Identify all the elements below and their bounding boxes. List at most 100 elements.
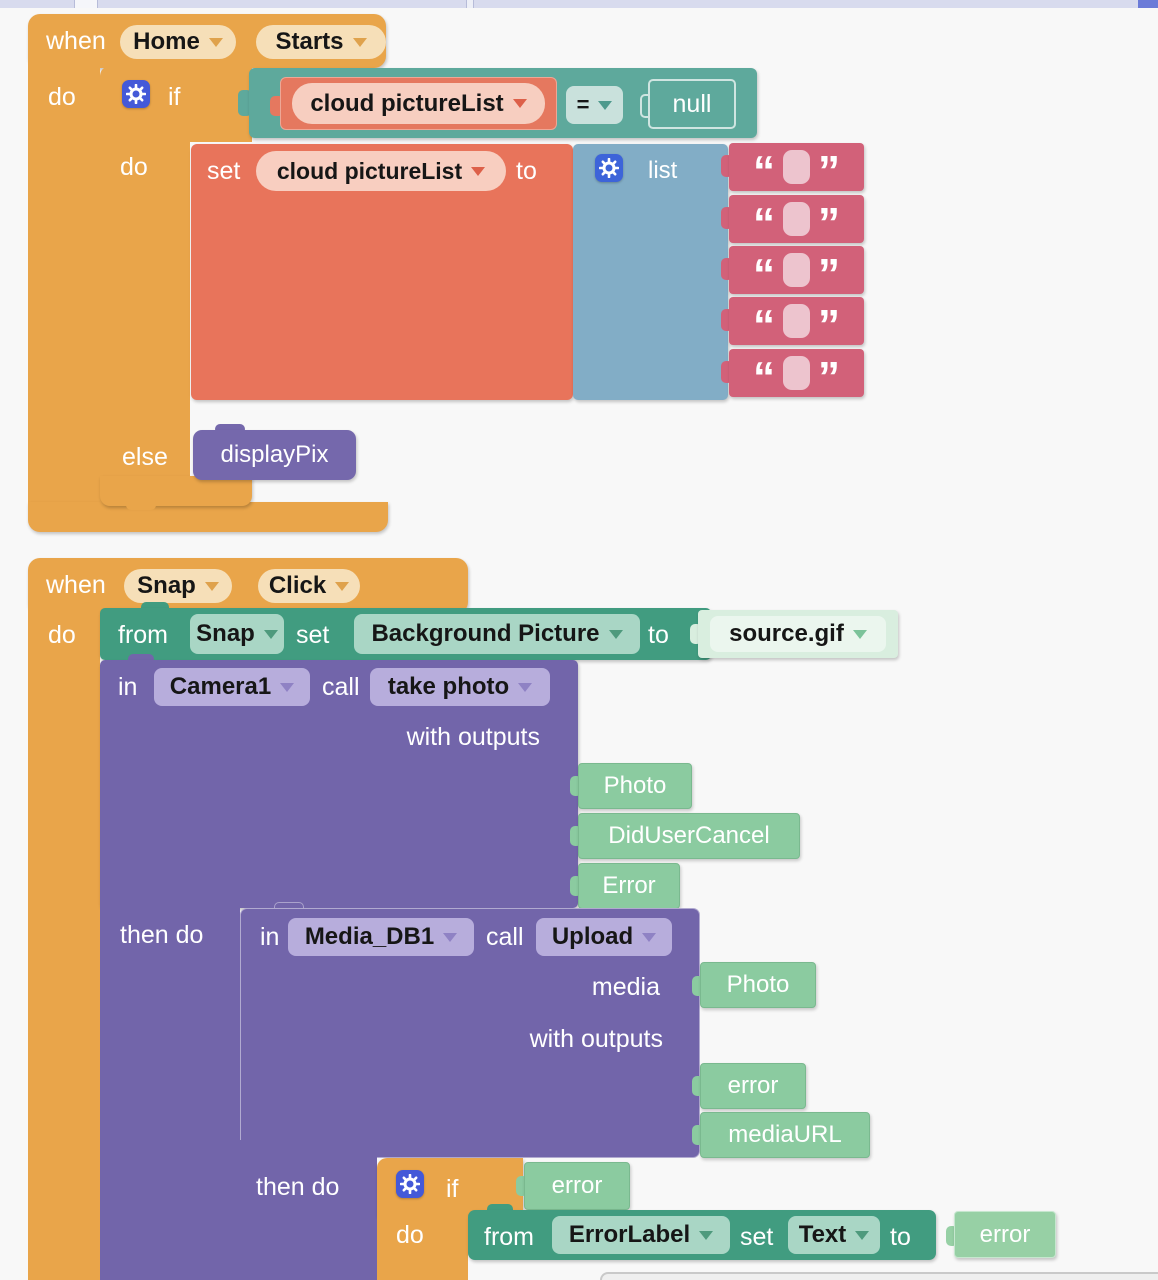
then-do-label: then do [120, 921, 204, 949]
dropdown-arrow-icon [208, 37, 223, 47]
dropdown-value: Media_DB1 [304, 923, 435, 950]
mutator-gear-icon[interactable] [595, 154, 623, 182]
when-snap-left-column[interactable] [28, 590, 100, 1280]
when-home-left-column[interactable] [28, 40, 100, 506]
displaypix-call-block[interactable]: displayPix [193, 430, 356, 480]
param-label: Photo [726, 971, 790, 998]
dropdown-value: ErrorLabel [568, 1221, 691, 1248]
to-label: to [516, 157, 537, 185]
error-value-block[interactable]: error [954, 1211, 1056, 1258]
string-input[interactable] [783, 304, 810, 338]
method-dropdown[interactable]: take photo [370, 668, 550, 706]
component-dropdown[interactable]: Snap [190, 614, 284, 654]
top-toolbar-strip [0, 0, 1158, 8]
output-param-error[interactable]: Error [578, 863, 680, 909]
condition-value-error[interactable]: error [524, 1162, 630, 1210]
statement-top-connector [215, 424, 245, 434]
in-label: in [260, 923, 280, 951]
mutator-gear-icon[interactable] [122, 80, 150, 108]
null-block[interactable]: null [648, 79, 736, 129]
when-home-bottom-bar[interactable] [28, 502, 388, 532]
dropdown-value: Snap [196, 620, 255, 647]
component-dropdown-home[interactable]: Home [120, 25, 236, 59]
if-block-next-connector [126, 498, 156, 510]
string-input[interactable] [783, 150, 810, 184]
if-block-bottom-bar[interactable] [100, 476, 252, 506]
dropdown-value: Home [133, 28, 200, 55]
component-dropdown[interactable]: ErrorLabel [552, 1216, 730, 1254]
close-quote: ” [818, 147, 840, 196]
camera-block-left-column[interactable] [100, 880, 240, 1280]
open-quote: “ [753, 147, 775, 196]
string-input[interactable] [783, 202, 810, 236]
string-block[interactable]: “ ” [729, 297, 864, 350]
gear-glyph [400, 1174, 420, 1194]
open-quote: “ [753, 301, 775, 350]
dropdown-value: Background Picture [371, 620, 600, 647]
output-param-photo[interactable]: Photo [578, 763, 692, 809]
dropdown-arrow-icon [443, 932, 458, 942]
string-input[interactable] [783, 356, 810, 390]
string-block[interactable]: “ ” [729, 195, 864, 248]
when-label: when [46, 27, 106, 55]
close-quote: ” [818, 301, 840, 350]
set-label: set [296, 621, 330, 649]
param-label: mediaURL [728, 1121, 842, 1148]
dropdown-value: Starts [275, 28, 344, 55]
dropdown-arrow-icon [852, 629, 867, 639]
do-label: do [48, 621, 76, 649]
string-block[interactable]: “ ” [729, 246, 864, 299]
if-block-left-column[interactable] [100, 100, 190, 512]
dropdown-value: = [576, 92, 590, 117]
method-dropdown[interactable]: Upload [536, 918, 672, 956]
dropdown-value: Snap [137, 572, 196, 599]
component-dropdown[interactable]: Camera1 [154, 668, 310, 706]
event-dropdown-click[interactable]: Click [258, 569, 360, 603]
dropdown-arrow-icon [280, 682, 295, 692]
set-variable-dropdown[interactable]: cloud pictureList [256, 151, 506, 191]
dropdown-value: source.gif [729, 620, 844, 647]
gear-glyph [599, 158, 619, 178]
gear-glyph [126, 84, 146, 104]
make-list-block[interactable] [573, 144, 728, 400]
top-strip-segment [74, 0, 98, 8]
variable-dropdown[interactable]: cloud pictureList [292, 83, 545, 124]
string-block[interactable]: “ ” [729, 349, 864, 402]
dropdown-arrow-icon [699, 1230, 714, 1240]
string-block[interactable]: “ ” [729, 143, 864, 196]
upload-block-left-column[interactable] [240, 1140, 377, 1280]
string-input[interactable] [783, 253, 810, 287]
operator-dropdown[interactable]: = [566, 86, 623, 124]
close-quote: ” [818, 353, 840, 402]
else-label: else [122, 443, 168, 471]
param-label: error [551, 1172, 603, 1199]
component-dropdown-snap[interactable]: Snap [124, 569, 232, 603]
inner-if-left-column[interactable] [377, 1190, 468, 1280]
from-label: from [484, 1223, 534, 1251]
dropdown-value: cloud pictureList [310, 89, 504, 117]
dropdown-arrow-icon [642, 932, 657, 942]
event-dropdown-starts[interactable]: Starts [256, 25, 386, 59]
null-label: null [672, 89, 712, 118]
open-quote: “ [753, 353, 775, 402]
asset-dropdown-source-gif[interactable]: source.gif [710, 616, 886, 652]
when-snap-click-block[interactable] [28, 558, 468, 614]
property-dropdown[interactable]: Background Picture [354, 614, 640, 654]
dropdown-arrow-icon [471, 166, 486, 176]
dropdown-arrow-icon [352, 37, 367, 47]
output-param-error[interactable]: error [700, 1063, 806, 1109]
call-label: call [486, 923, 524, 951]
if-label: if [446, 1175, 459, 1203]
open-quote: “ [753, 250, 775, 299]
dropdown-arrow-icon [512, 99, 527, 108]
media-value-photo[interactable]: Photo [700, 962, 816, 1008]
top-strip-divider [466, 0, 474, 8]
output-param-diduser-cancel[interactable]: DidUserCancel [578, 813, 800, 859]
in-label: in [118, 673, 138, 701]
close-quote: ” [818, 250, 840, 299]
output-param-mediaurl[interactable]: mediaURL [700, 1112, 870, 1158]
property-dropdown[interactable]: Text [788, 1216, 880, 1254]
if-label: if [168, 83, 181, 111]
mutator-gear-icon[interactable] [396, 1170, 424, 1198]
component-dropdown[interactable]: Media_DB1 [288, 918, 474, 956]
